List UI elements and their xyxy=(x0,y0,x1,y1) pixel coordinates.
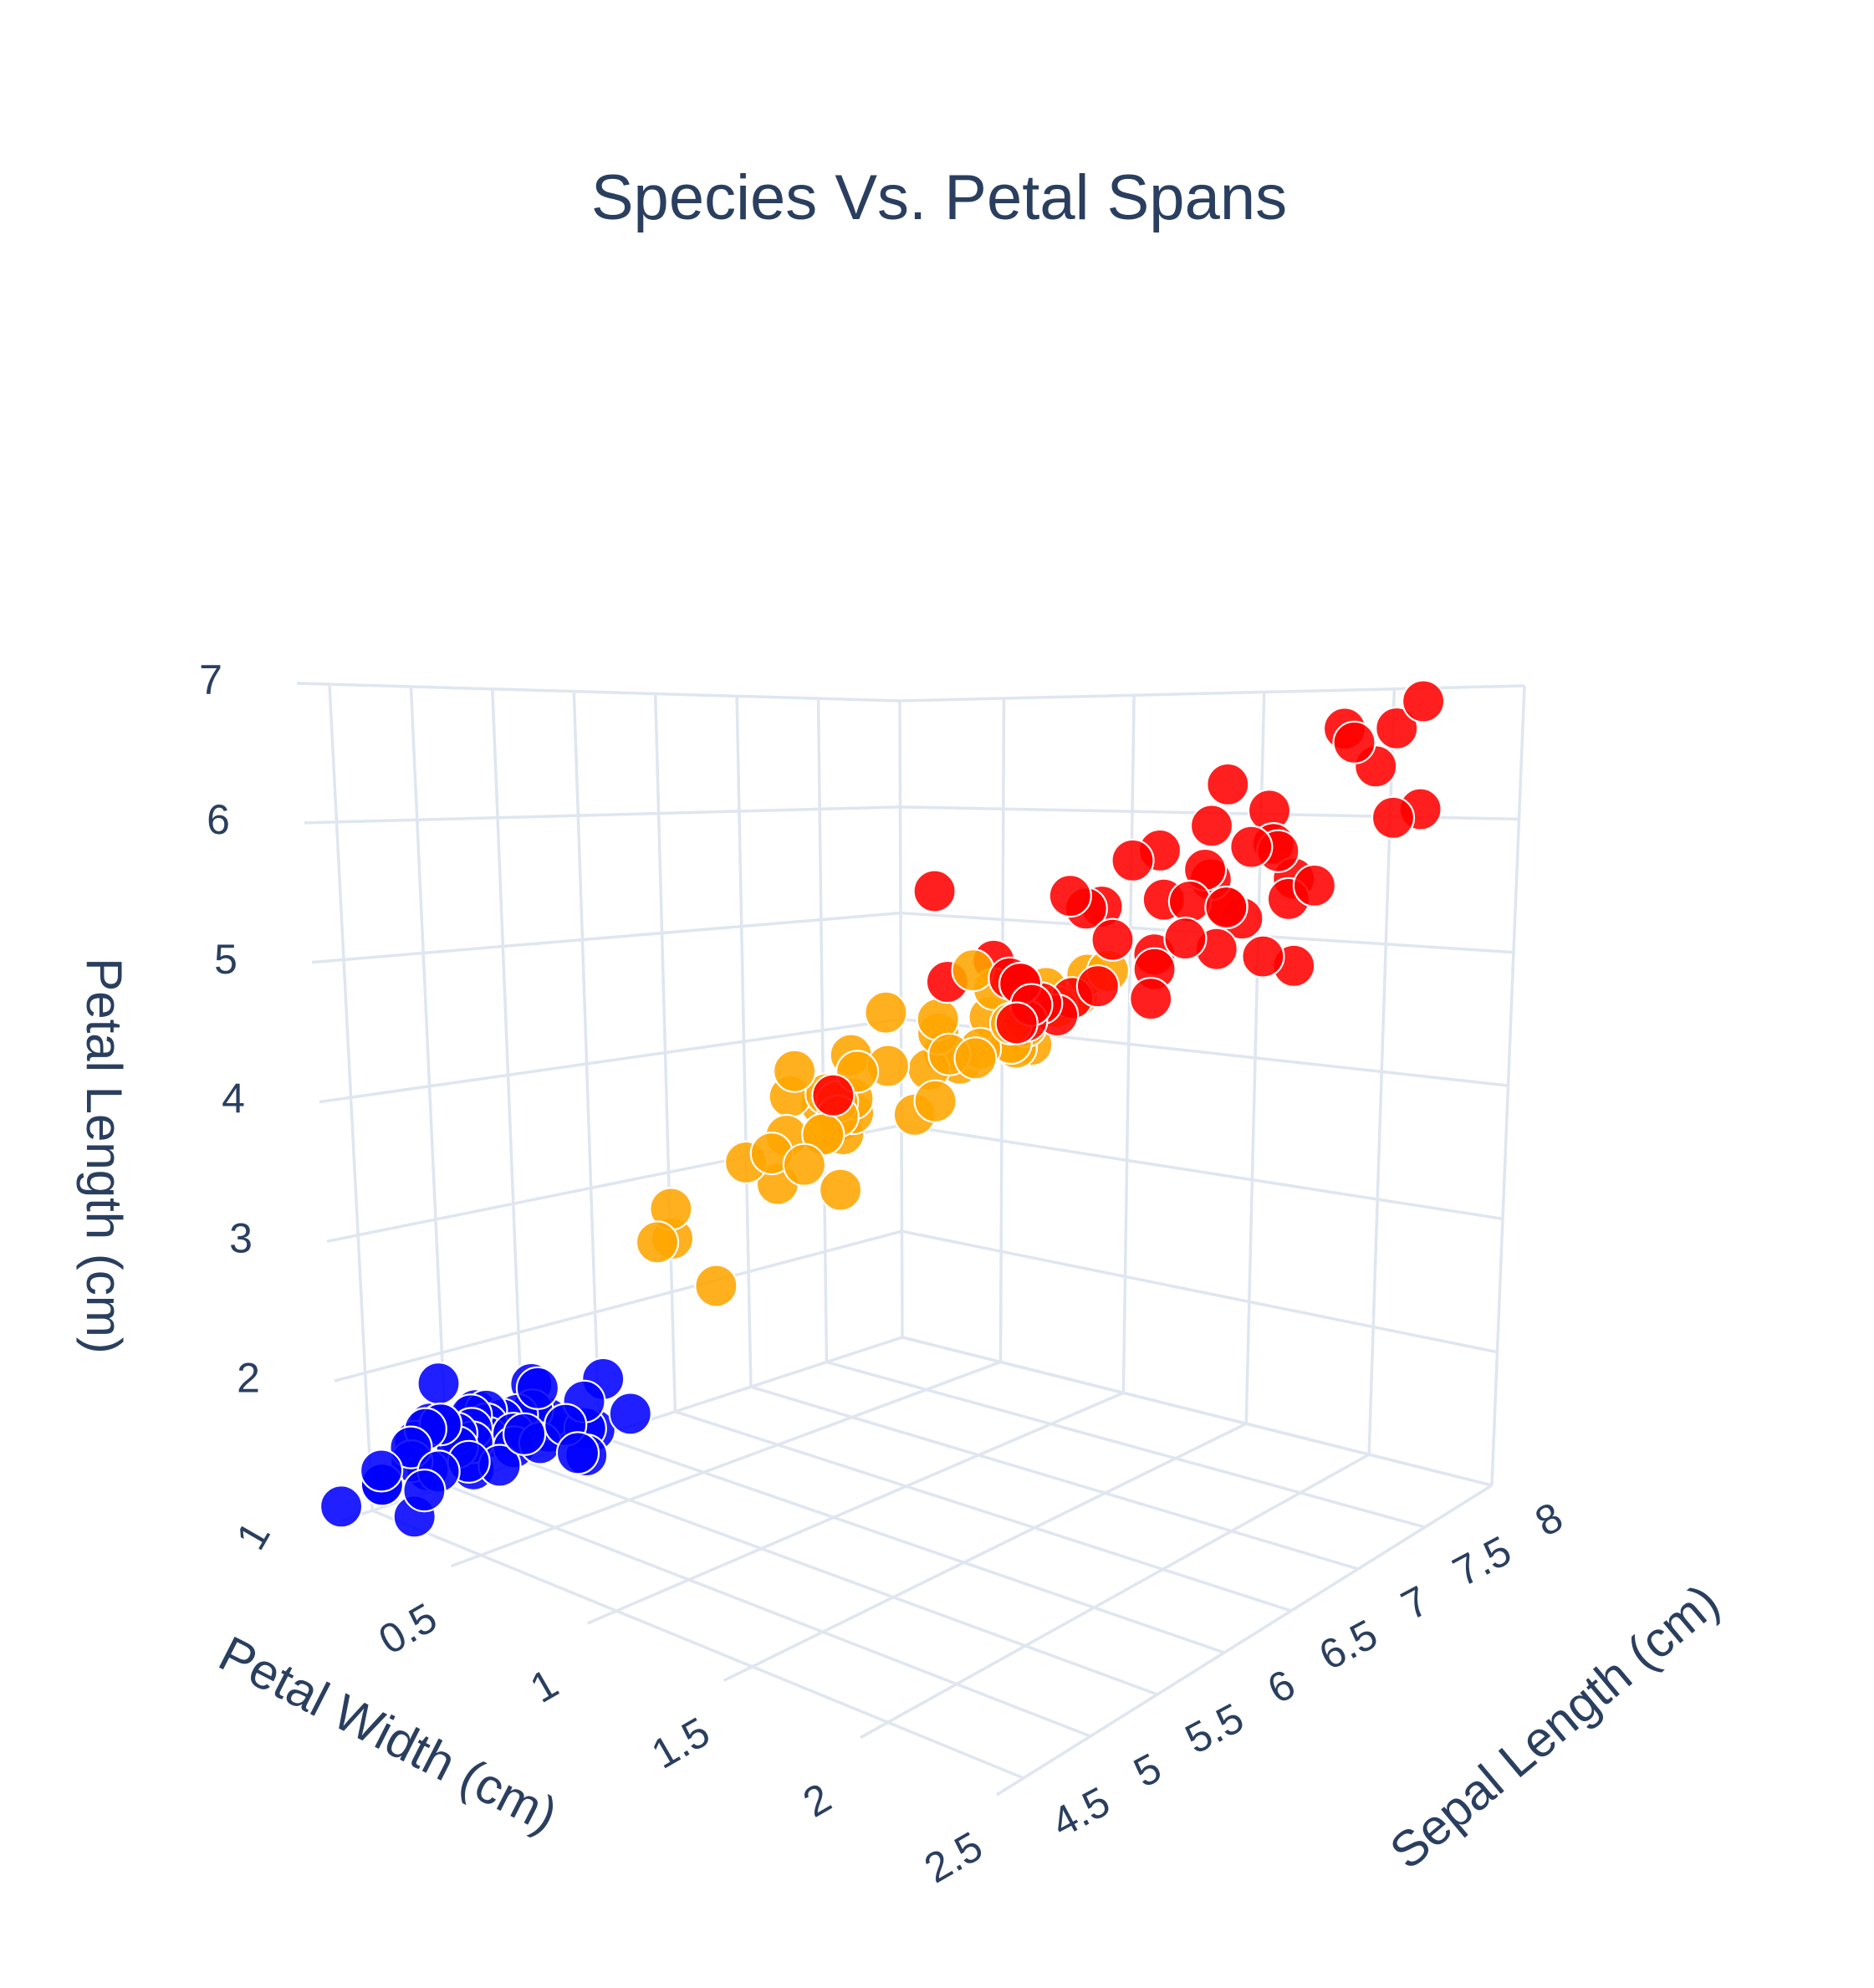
y-tick-label: 2 xyxy=(795,1774,839,1826)
left-wall-gridline xyxy=(296,682,901,703)
x-tick-label: 4.5 xyxy=(1044,1778,1117,1847)
left-wall-gridline xyxy=(334,1229,902,1382)
z-tick-label: 4 xyxy=(222,1076,245,1122)
chart-title: Species Vs. Petal Spans xyxy=(591,162,1287,233)
data-point-series-2 xyxy=(864,990,908,1035)
data-point-series-3 xyxy=(1167,879,1213,924)
x-tick-label: 5.5 xyxy=(1177,1694,1251,1763)
y-tick-label: 1 xyxy=(523,1660,566,1712)
data-point-series-1 xyxy=(319,1485,364,1529)
data-point-series-2 xyxy=(635,1220,680,1265)
data-point-series-1 xyxy=(608,1392,652,1436)
x-tick-label: 5 xyxy=(1126,1744,1169,1796)
data-point-series-3 xyxy=(912,869,957,913)
data-point-series-3 xyxy=(1129,976,1173,1021)
data-point-series-1 xyxy=(402,1468,447,1513)
data-point-series-3 xyxy=(1401,679,1446,723)
x-tick-label: 8 xyxy=(1528,1493,1570,1546)
data-point-series-3 xyxy=(1090,917,1135,962)
floor-gridline xyxy=(674,1410,1292,1612)
marker-layer xyxy=(319,679,1446,1539)
y-tick-label: 0.5 xyxy=(371,1594,445,1663)
data-point-series-2 xyxy=(818,1168,863,1212)
data-point-series-2 xyxy=(913,1079,957,1123)
floor-gridline xyxy=(523,1459,1158,1696)
data-point-series-2 xyxy=(694,1264,738,1308)
floor-gridline xyxy=(599,1434,1225,1654)
x-tick-label: 7 xyxy=(1394,1577,1437,1629)
x-tick-label: 7.5 xyxy=(1445,1527,1519,1596)
z-tick-label: 6 xyxy=(207,796,230,843)
data-point-series-2 xyxy=(782,1142,827,1187)
data-point-series-1 xyxy=(555,1431,600,1475)
data-point-series-3 xyxy=(1048,873,1092,918)
y-axis-title: Petal Width (cm) xyxy=(211,1625,567,1843)
data-point-series-1 xyxy=(360,1449,404,1493)
data-point-series-3 xyxy=(1163,916,1208,961)
left-wall-gridline xyxy=(311,911,901,964)
x-tick-label: 6.5 xyxy=(1311,1611,1385,1679)
back-wall-gridline xyxy=(901,1123,1504,1221)
data-point-series-3 xyxy=(1111,838,1155,882)
z-tick-label: 1 xyxy=(227,1514,279,1557)
x-tick-label: 6 xyxy=(1260,1660,1303,1713)
y-tick-label: 2.5 xyxy=(917,1822,990,1892)
data-point-series-1 xyxy=(502,1412,547,1456)
z-tick-label: 2 xyxy=(237,1354,260,1401)
data-point-series-1 xyxy=(416,1361,461,1406)
floor-gridline xyxy=(723,1422,1248,1682)
data-point-series-3 xyxy=(1075,964,1121,1009)
data-point-series-3 xyxy=(811,1073,855,1117)
floor-gridline xyxy=(750,1385,1359,1571)
data-point-series-3 xyxy=(1332,720,1376,764)
floor-gridline xyxy=(860,1453,1370,1740)
data-point-series-3 xyxy=(1371,795,1416,840)
data-point-series-3 xyxy=(1375,706,1419,751)
y-tick-label: 1.5 xyxy=(644,1708,717,1777)
floor-gridline xyxy=(586,1391,1125,1625)
data-point-series-3 xyxy=(1189,804,1234,848)
data-point-series-1 xyxy=(389,1425,433,1469)
floor-gridline xyxy=(450,1360,1002,1568)
data-point-series-2 xyxy=(953,1036,998,1081)
z-tick-label: 7 xyxy=(199,657,222,703)
data-point-series-2 xyxy=(772,1049,817,1093)
z-tick-label: 5 xyxy=(214,936,237,983)
left-wall-gridline xyxy=(304,805,901,825)
data-point-series-3 xyxy=(1204,885,1248,930)
data-point-series-3 xyxy=(994,1001,1039,1045)
data-point-series-3 xyxy=(1292,863,1337,908)
left-wall-gridline xyxy=(319,1017,901,1104)
z-axis-title: Petal Length (cm) xyxy=(76,958,132,1354)
floor-gridline xyxy=(996,1484,1493,1796)
data-point-series-2 xyxy=(951,948,995,993)
data-point-series-3 xyxy=(1229,825,1274,869)
data-point-series-3 xyxy=(1206,762,1250,807)
back-wall-gridline xyxy=(901,1229,1498,1354)
data-point-series-1 xyxy=(515,1366,560,1410)
data-point-series-3 xyxy=(1241,934,1285,979)
z-tick-label: 3 xyxy=(229,1215,253,1262)
